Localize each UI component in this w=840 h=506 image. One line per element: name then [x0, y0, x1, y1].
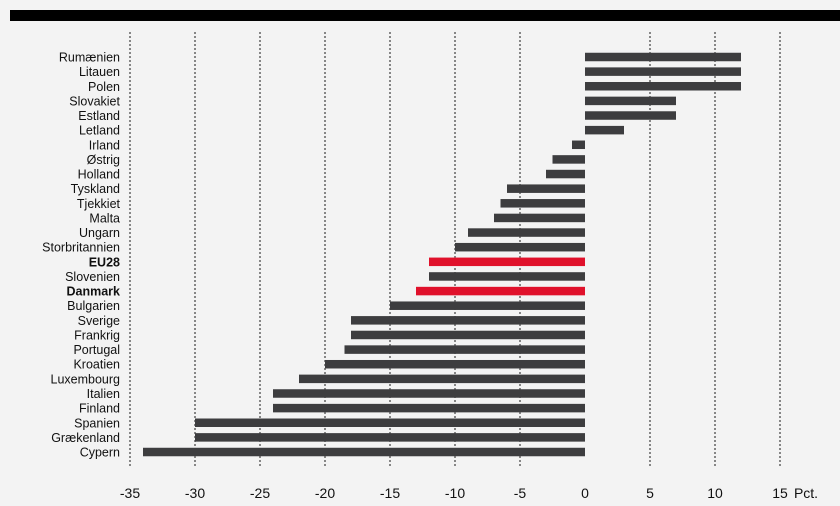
category-label-litauen: Litauen [79, 65, 120, 79]
bar-polen [585, 82, 741, 91]
category-label-tjekkiet: Tjekkiet [77, 197, 121, 211]
x-unit-label: Pct. [794, 485, 818, 501]
bar-irland [572, 140, 585, 150]
category-label-sverige: Sverige [78, 314, 120, 328]
bars [143, 52, 741, 457]
category-label-polen: Polen [88, 80, 120, 94]
category-label-rumaenien: Rumænien [59, 51, 120, 65]
category-label-finland: Finland [79, 402, 120, 416]
x-tick-label: 15 [772, 485, 788, 501]
category-label-letland: Letland [79, 124, 120, 138]
category-label-ungarn: Ungarn [79, 226, 120, 240]
x-tick-label: -20 [315, 485, 335, 501]
bar-oestrig [552, 155, 585, 164]
category-label-slovenien: Slovenien [65, 270, 120, 284]
category-label-italien: Italien [87, 387, 120, 401]
category-label-kroatien: Kroatien [73, 358, 120, 372]
bar-frankrig [351, 330, 585, 340]
bar-kroatien [325, 359, 585, 369]
category-label-portugal: Portugal [73, 343, 120, 357]
bar-holland [546, 169, 585, 179]
bar-estland [585, 111, 676, 120]
bar-tjekkiet [500, 199, 585, 208]
category-labels: RumænienLitauenPolenSlovakietEstlandLetl… [42, 51, 120, 460]
category-label-malta: Malta [89, 211, 120, 225]
x-tick-labels: -35 -30 -25 -20 -15 -10 -5 0 5 10 15 [120, 485, 788, 501]
category-label-holland: Holland [78, 168, 120, 182]
category-label-storbritannien: Storbritannien [42, 241, 120, 255]
bar-storbritannien [455, 242, 585, 252]
category-label-luxembourg: Luxembourg [51, 372, 121, 386]
bar-italien [273, 389, 585, 398]
x-tick-label: -15 [380, 485, 400, 501]
x-tick-label: 5 [646, 485, 654, 501]
bar-sverige [351, 316, 585, 325]
bar-cypern [143, 447, 585, 457]
x-tick-label: -10 [445, 485, 465, 501]
bar-portugal [344, 345, 585, 354]
bar-spanien [195, 418, 585, 427]
category-label-bulgarien: Bulgarien [67, 299, 120, 313]
category-label-slovakiet: Slovakiet [69, 94, 120, 108]
category-label-graekenland: Grækenland [51, 431, 120, 445]
bar-tyskland [507, 184, 585, 193]
bar-graekenland [195, 433, 585, 442]
bar-rumaenien [585, 52, 741, 62]
category-label-spanien: Spanien [74, 416, 120, 430]
bar-danmark [416, 286, 585, 296]
bar-slovakiet [585, 96, 676, 106]
x-tick-label: -35 [120, 485, 140, 501]
bar-finland [273, 403, 585, 413]
x-tick-label: -25 [250, 485, 270, 501]
x-tick-label: 0 [581, 485, 589, 501]
bar-litauen [585, 67, 741, 76]
x-tick-label: -30 [185, 485, 205, 501]
bar-ungarn [468, 228, 585, 237]
bar-eu28 [429, 257, 585, 267]
category-label-irland: Irland [89, 138, 120, 152]
category-label-danmark: Danmark [67, 285, 121, 299]
bar-letland [585, 125, 624, 135]
header-bar [10, 10, 840, 21]
bar-slovenien [429, 272, 585, 281]
category-label-eu28: EU28 [89, 255, 120, 269]
category-label-cypern: Cypern [80, 446, 120, 460]
bar-luxembourg [299, 374, 585, 384]
bar-malta [494, 213, 585, 223]
x-tick-label: -5 [514, 485, 527, 501]
x-tick-label: 10 [707, 485, 723, 501]
bar-bulgarien [390, 301, 585, 310]
category-label-tyskland: Tyskland [71, 182, 120, 196]
category-label-oestrig: Østrig [87, 153, 120, 167]
category-label-estland: Estland [78, 109, 120, 123]
category-label-frankrig: Frankrig [74, 328, 120, 342]
